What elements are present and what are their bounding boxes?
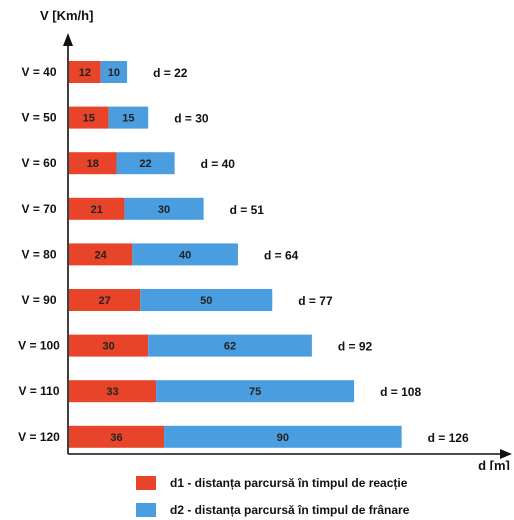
category-label-8: V = 120 (18, 430, 60, 444)
stacked-bar-chart: V [Km/h] d [m] V = 40 12 10 d = 22 V = 50 15 1… (18, 8, 512, 470)
bar-d2-7 (156, 380, 355, 403)
total-label-2: d = 40 (201, 157, 236, 171)
bar-d2-4 (132, 243, 238, 266)
value-label-d1-4: 24 (95, 249, 108, 261)
total-label-4: d = 64 (264, 248, 299, 262)
total-label-3: d = 51 (230, 203, 265, 217)
value-label-d2-4: 40 (179, 249, 191, 261)
bar-d1-1 (69, 106, 109, 129)
category-label-3: V = 70 (21, 202, 56, 216)
category-label-4: V = 80 (21, 247, 56, 261)
legend-label-d2: d2 - distanța parcursă în timpul de frân… (170, 502, 410, 517)
total-label-6: d = 92 (338, 340, 373, 354)
value-label-d2-7: 75 (249, 386, 261, 398)
category-label-2: V = 60 (21, 156, 56, 170)
value-label-d1-0: 12 (79, 67, 91, 79)
y-axis-label: V [Km/h] (40, 8, 93, 23)
bar-d2-5 (140, 289, 273, 311)
bar-d1-6 (69, 334, 149, 357)
bar-d1-5 (69, 289, 141, 311)
bar-d1-0 (69, 61, 101, 83)
value-label-d2-1: 15 (122, 113, 134, 125)
bar-d2-1 (108, 106, 149, 129)
bar-d2-0 (100, 61, 128, 83)
value-label-d1-6: 30 (102, 341, 114, 353)
total-label-5: d = 77 (298, 294, 333, 308)
category-label-5: V = 90 (21, 293, 56, 307)
category-label-1: V = 50 (21, 111, 56, 125)
bar-d2-8 (164, 425, 402, 448)
value-label-d1-3: 21 (91, 204, 103, 216)
value-label-d1-5: 27 (99, 295, 111, 307)
value-label-d1-8: 36 (110, 432, 122, 444)
legend-label-d1: d1 - distanța parcursă în timpul de reac… (170, 475, 408, 490)
value-label-d1-2: 18 (87, 158, 99, 170)
legend-item-d2: d2 - distanța parcursă în timpul de frân… (136, 502, 409, 517)
bar-d1-7 (69, 380, 157, 403)
legend-swatch-d1 (136, 475, 156, 490)
bar-d2-2 (116, 152, 175, 175)
bar-d2-3 (124, 197, 204, 220)
value-label-d2-6: 62 (224, 341, 236, 353)
bar-d1-8 (69, 425, 165, 448)
bar-d1-4 (69, 243, 133, 266)
category-label-6: V = 100 (18, 339, 60, 353)
bar-d2-6 (148, 334, 312, 357)
value-label-d2-0: 10 (108, 67, 120, 79)
total-label-7: d = 108 (380, 385, 421, 399)
bar-d1-2 (69, 152, 117, 175)
x-axis-label: d [m] (478, 458, 510, 470)
category-label-7: V = 110 (18, 384, 59, 398)
value-label-d2-8: 90 (277, 432, 289, 444)
value-label-d2-5: 50 (200, 295, 212, 307)
total-label-8: d = 126 (428, 431, 469, 445)
category-label-0: V = 40 (21, 65, 56, 79)
value-label-d2-2: 22 (139, 158, 151, 170)
value-label-d2-3: 30 (158, 204, 170, 216)
total-label-1: d = 30 (174, 112, 209, 126)
x-axis-arrow (500, 449, 512, 459)
total-label-0: d = 22 (153, 66, 188, 80)
legend-item-d1: d1 - distanța parcursă în timpul de reac… (136, 475, 407, 490)
legend-swatch-d2 (136, 502, 156, 517)
bar-d1-3 (69, 197, 125, 220)
value-label-d1-1: 15 (83, 113, 95, 125)
y-axis-arrow (63, 33, 73, 46)
value-label-d1-7: 33 (106, 386, 118, 398)
